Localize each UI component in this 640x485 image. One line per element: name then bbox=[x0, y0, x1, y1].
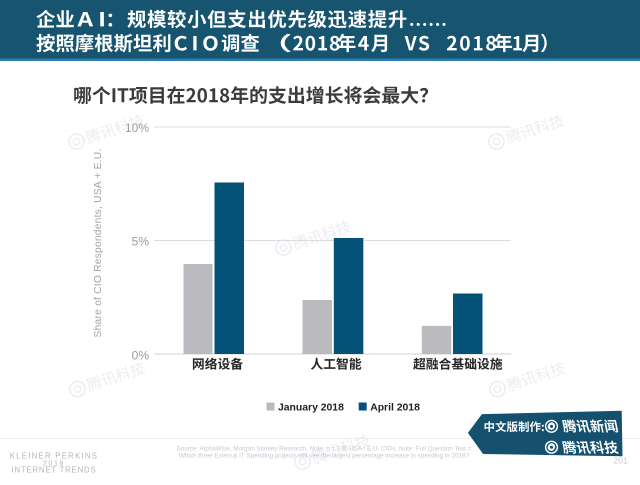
svg-text:Source: AlphaWise, Morgan Stan: Source: AlphaWise, Morgan Stanley Resear… bbox=[177, 446, 472, 453]
svg-text:KLEINER PERKINS: KLEINER PERKINS bbox=[10, 452, 99, 461]
svg-text:January 2018: January 2018 bbox=[278, 402, 344, 413]
svg-text:5%: 5% bbox=[132, 234, 150, 248]
svg-text:0%: 0% bbox=[132, 348, 150, 362]
svg-text:Share of CIO Respondents, USA: Share of CIO Respondents, USA + E.U. bbox=[93, 149, 104, 338]
svg-text:April 2018: April 2018 bbox=[370, 402, 420, 413]
svg-text:INTERNET TRENDS: INTERNET TRENDS bbox=[12, 465, 97, 474]
svg-text:2018: 2018 bbox=[43, 460, 65, 467]
svg-text:201: 201 bbox=[614, 456, 628, 466]
svg-text:‘Which three External IT Spend: ‘Which three External IT Spending projec… bbox=[178, 453, 471, 460]
svg-text:10%: 10% bbox=[125, 121, 149, 135]
